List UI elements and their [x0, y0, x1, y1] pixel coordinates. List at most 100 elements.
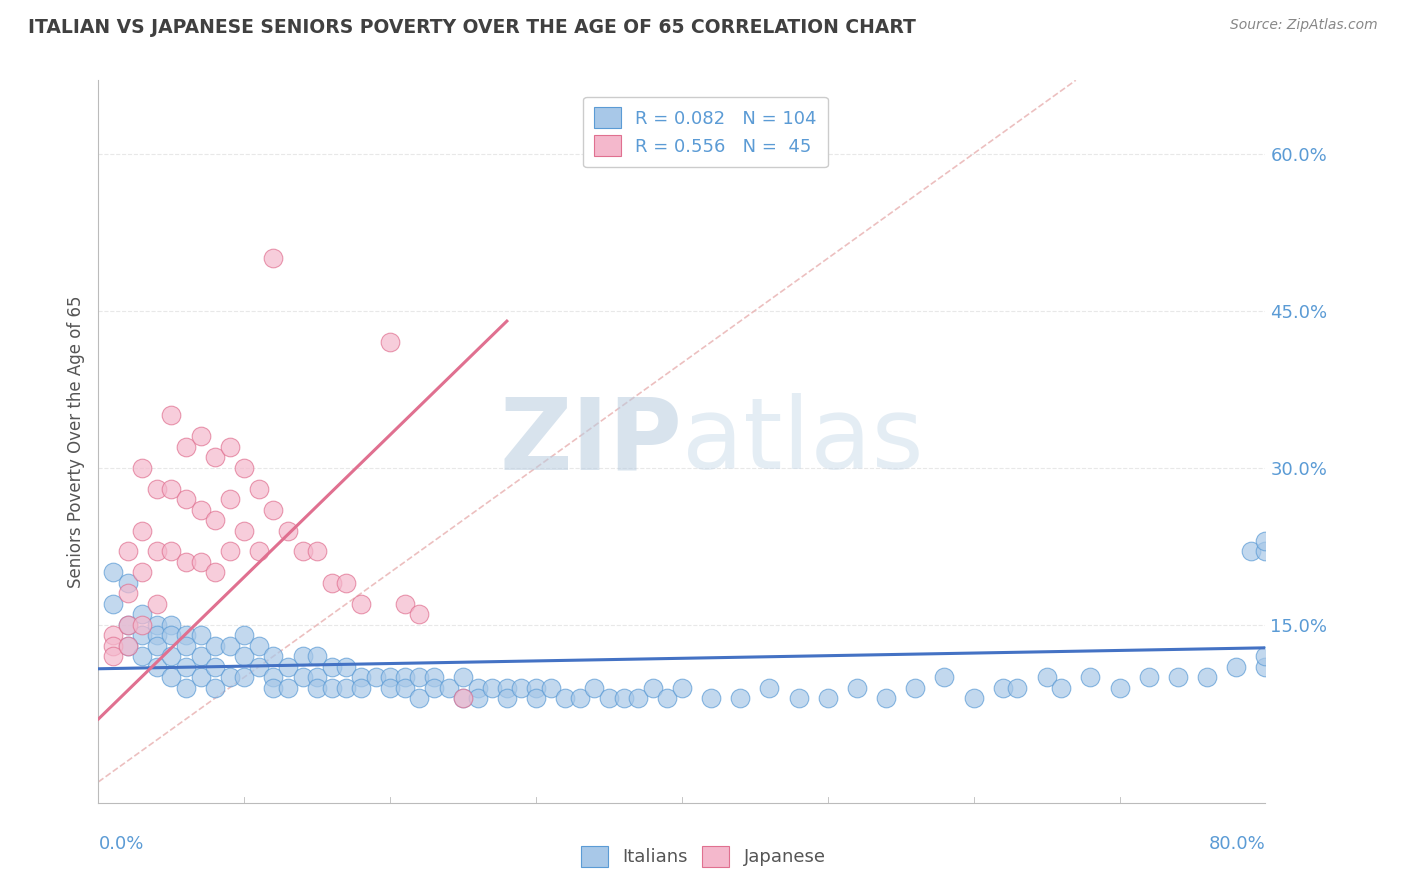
Point: [233, 524, 256, 538]
Point: [451, 691, 474, 706]
Point: [218, 440, 240, 454]
Point: [277, 681, 299, 695]
Point: [307, 544, 329, 558]
Text: 80.0%: 80.0%: [1209, 835, 1265, 854]
Point: [190, 429, 212, 443]
Point: [394, 681, 416, 695]
Point: [496, 691, 519, 706]
Point: [307, 670, 329, 684]
Point: [583, 681, 606, 695]
Text: 0.0%: 0.0%: [98, 835, 143, 854]
Point: [131, 566, 153, 580]
Point: [233, 670, 256, 684]
Point: [991, 681, 1014, 695]
Point: [1137, 670, 1160, 684]
Point: [394, 597, 416, 611]
Point: [204, 450, 226, 465]
Point: [394, 670, 416, 684]
Point: [1254, 544, 1277, 558]
Point: [190, 670, 212, 684]
Point: [730, 691, 752, 706]
Point: [1167, 670, 1189, 684]
Point: [1225, 659, 1247, 673]
Point: [190, 628, 212, 642]
Point: [1254, 649, 1277, 664]
Point: [1050, 681, 1073, 695]
Point: [307, 681, 329, 695]
Point: [131, 617, 153, 632]
Point: [204, 659, 226, 673]
Point: [247, 639, 270, 653]
Point: [101, 639, 124, 653]
Point: [218, 639, 240, 653]
Point: [174, 659, 197, 673]
Point: [671, 681, 693, 695]
Point: [160, 482, 183, 496]
Point: [101, 628, 124, 642]
Point: [364, 670, 387, 684]
Point: [174, 440, 197, 454]
Point: [467, 691, 489, 706]
Point: [451, 670, 474, 684]
Point: [277, 659, 299, 673]
Point: [233, 649, 256, 664]
Point: [321, 575, 343, 590]
Point: [1007, 681, 1029, 695]
Point: [277, 524, 299, 538]
Point: [160, 409, 183, 423]
Point: [568, 691, 591, 706]
Point: [262, 681, 284, 695]
Point: [101, 566, 124, 580]
Point: [160, 544, 183, 558]
Point: [146, 659, 169, 673]
Point: [934, 670, 956, 684]
Point: [1195, 670, 1218, 684]
Point: [524, 691, 547, 706]
Point: [1035, 670, 1057, 684]
Point: [262, 252, 284, 266]
Point: [101, 649, 124, 664]
Point: [146, 482, 169, 496]
Point: [540, 681, 562, 695]
Legend: R = 0.082   N = 104, R = 0.556   N =  45: R = 0.082 N = 104, R = 0.556 N = 45: [583, 96, 828, 167]
Point: [190, 502, 212, 516]
Point: [174, 555, 197, 569]
Point: [380, 670, 402, 684]
Point: [307, 649, 329, 664]
Point: [451, 691, 474, 706]
Point: [846, 681, 869, 695]
Point: [218, 544, 240, 558]
Point: [1254, 659, 1277, 673]
Point: [380, 681, 402, 695]
Point: [204, 681, 226, 695]
Point: [1240, 544, 1263, 558]
Point: [817, 691, 839, 706]
Point: [467, 681, 489, 695]
Point: [350, 597, 373, 611]
Point: [117, 639, 139, 653]
Point: [174, 628, 197, 642]
Point: [598, 691, 620, 706]
Point: [146, 639, 169, 653]
Point: [627, 691, 650, 706]
Point: [262, 649, 284, 664]
Point: [524, 681, 547, 695]
Point: [160, 670, 183, 684]
Point: [117, 617, 139, 632]
Point: [291, 544, 314, 558]
Point: [787, 691, 810, 706]
Point: [204, 513, 226, 527]
Point: [423, 670, 446, 684]
Point: [437, 681, 460, 695]
Point: [146, 628, 169, 642]
Point: [758, 681, 780, 695]
Point: [131, 460, 153, 475]
Point: [335, 575, 357, 590]
Point: [350, 681, 373, 695]
Point: [641, 681, 664, 695]
Point: [321, 681, 343, 695]
Legend: Italians, Japanese: Italians, Japanese: [574, 838, 832, 874]
Y-axis label: Seniors Poverty Over the Age of 65: Seniors Poverty Over the Age of 65: [66, 295, 84, 588]
Point: [218, 670, 240, 684]
Point: [380, 334, 402, 349]
